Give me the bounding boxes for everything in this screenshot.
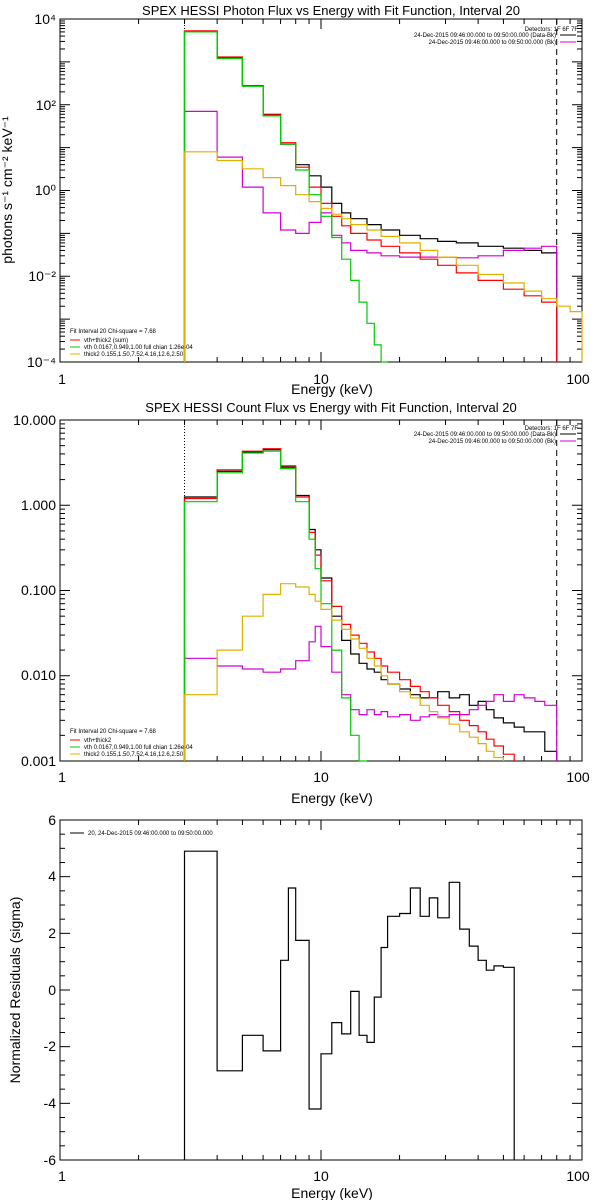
series-line <box>183 151 583 362</box>
legend-entry: thick2 0.155,1.50,7.52,4.16,12.6,2.50 <box>84 352 184 358</box>
legend-top-entry: 20, 24-Dec-2015 09:46:00.000 to 09:50:00… <box>88 831 213 837</box>
x-tick-label: 100 <box>566 769 590 785</box>
y-tick-label: 4 <box>48 868 56 884</box>
detectors-label: Detectors: 1F 6F 7F <box>525 426 579 432</box>
x-axis-label: Energy (keV) <box>291 381 373 397</box>
y-tick-label: 6 <box>48 812 56 828</box>
legend-top-entry: 24-Dec-2015 09:46:00.000 to 09:50:00.000… <box>414 432 556 438</box>
y-tick-label: 10⁻² <box>28 268 56 284</box>
y-tick-label: 1.000 <box>21 497 56 513</box>
y-axis-label: Normalized Residuals (sigma) <box>7 897 23 1084</box>
fit-label: Fit Interval 20 Chi-square = 7.68 <box>70 729 157 735</box>
y-tick-label: -2 <box>44 1038 57 1054</box>
photon-flux-panel: SPEX HESSI Photon Flux vs Energy with Fi… <box>0 3 590 397</box>
series-line <box>183 30 558 362</box>
x-tick-label: 100 <box>566 371 590 387</box>
x-tick-label: 10 <box>313 371 329 387</box>
x-tick-label: 1 <box>58 1168 66 1184</box>
x-axis-label: Energy (keV) <box>291 1185 373 1200</box>
x-tick-label: 10 <box>313 769 329 785</box>
legend-entry: thick2 0.155,1.50,7.52,4.16,12.6,2.50 <box>84 752 184 758</box>
legend-entry: vth+thick2 <box>84 738 112 744</box>
fit-label: Fit Interval 20 Chi-square = 7.68 <box>70 329 157 335</box>
x-tick-label: 100 <box>566 1168 590 1184</box>
series-line <box>183 625 558 761</box>
y-tick-label: 10.000 <box>13 412 56 428</box>
y-tick-label: 0 <box>48 982 56 998</box>
y-tick-label: -4 <box>44 1095 57 1111</box>
series-line <box>183 449 558 761</box>
panel-title: SPEX HESSI Count Flux vs Energy with Fit… <box>145 400 516 415</box>
residuals-panel: Energy (keV) Normalized Residuals (sigma… <box>7 812 590 1200</box>
x-tick-label: 10 <box>313 1168 329 1184</box>
legend-top-entry: 24-Dec-2015 09:46:00.000 to 09:50:00.000… <box>429 40 556 46</box>
y-tick-label: 10⁴ <box>34 11 56 27</box>
y-tick-label: 0.001 <box>21 753 56 769</box>
legend-top-entry: 24-Dec-2015 09:46:00.000 to 09:50:00.000… <box>429 439 556 445</box>
series-line <box>183 110 558 362</box>
x-tick-label: 1 <box>58 371 66 387</box>
detectors-label: Detectors: 1F 6F 7F <box>525 27 579 33</box>
y-tick-label: 2 <box>48 925 56 941</box>
panel-title: SPEX HESSI Photon Flux vs Energy with Fi… <box>142 3 520 18</box>
y-tick-label: 10² <box>36 97 57 113</box>
series-line <box>183 448 515 761</box>
legend-entry: vth+thick2 (sum) <box>84 338 128 344</box>
y-tick-label: 10⁻⁴ <box>27 354 56 370</box>
legend-top-entry: 24-Dec-2015 09:46:00.000 to 09:50:00.000… <box>414 33 556 39</box>
series-line <box>183 850 515 1160</box>
y-tick-label: -6 <box>44 1152 57 1168</box>
y-tick-label: 0.010 <box>21 667 56 683</box>
series-line <box>183 583 504 761</box>
series-line <box>183 450 367 762</box>
legend-entry: vth 0.0167,0.949,1.00 full chian 1.26e-0… <box>84 745 193 751</box>
y-tick-label: 0.100 <box>21 582 56 598</box>
count-flux-panel: SPEX HESSI Count Flux vs Energy with Fit… <box>13 400 590 806</box>
y-axis-label: photons s⁻¹ cm⁻² keV⁻¹ <box>0 116 15 264</box>
x-axis-label: Energy (keV) <box>291 790 373 806</box>
x-tick-label: 1 <box>58 769 66 785</box>
y-tick-label: 10⁰ <box>35 182 57 198</box>
legend-entry: vth 0.0167,0.949,1.00 full chian 1.26e-0… <box>84 345 193 351</box>
series-line <box>183 31 388 363</box>
series-line <box>183 30 558 362</box>
